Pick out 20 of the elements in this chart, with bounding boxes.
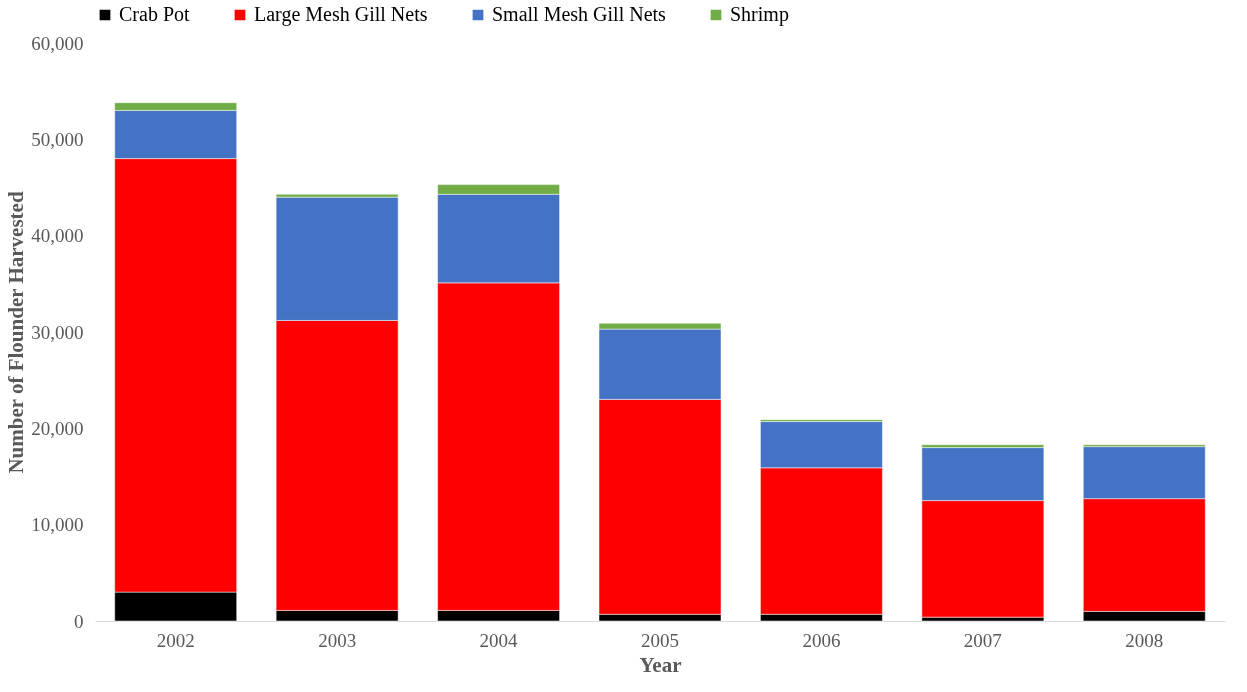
x-tick-label: 2007 <box>963 629 1002 651</box>
legend-label: Shrimp <box>730 3 789 26</box>
x-tick-label: 2008 <box>1125 629 1164 651</box>
y-axis-title: Number of Flounder Harvested <box>4 191 29 474</box>
x-tick-label: 2005 <box>641 629 679 651</box>
x-tick-label: 2006 <box>802 629 841 651</box>
y-tick-label: 0 <box>74 610 84 632</box>
legend-label: Small Mesh Gill Nets <box>492 3 667 25</box>
x-axis-title: Year <box>639 652 682 677</box>
y-tick-label: 50,000 <box>31 128 84 150</box>
y-tick-label: 40,000 <box>31 225 84 247</box>
legend-label: Large Mesh Gill Nets <box>254 3 428 26</box>
y-tick-label: 30,000 <box>31 321 84 343</box>
legend-label: Crab Pot <box>119 3 190 25</box>
y-tick-label: 10,000 <box>31 514 84 536</box>
x-tick-label: 2004 <box>479 629 519 651</box>
y-tick-label: 60,000 <box>31 32 84 54</box>
x-tick-label: 2003 <box>318 629 357 651</box>
y-tick-label: 20,000 <box>31 417 84 439</box>
x-tick-label: 2002 <box>156 629 195 651</box>
